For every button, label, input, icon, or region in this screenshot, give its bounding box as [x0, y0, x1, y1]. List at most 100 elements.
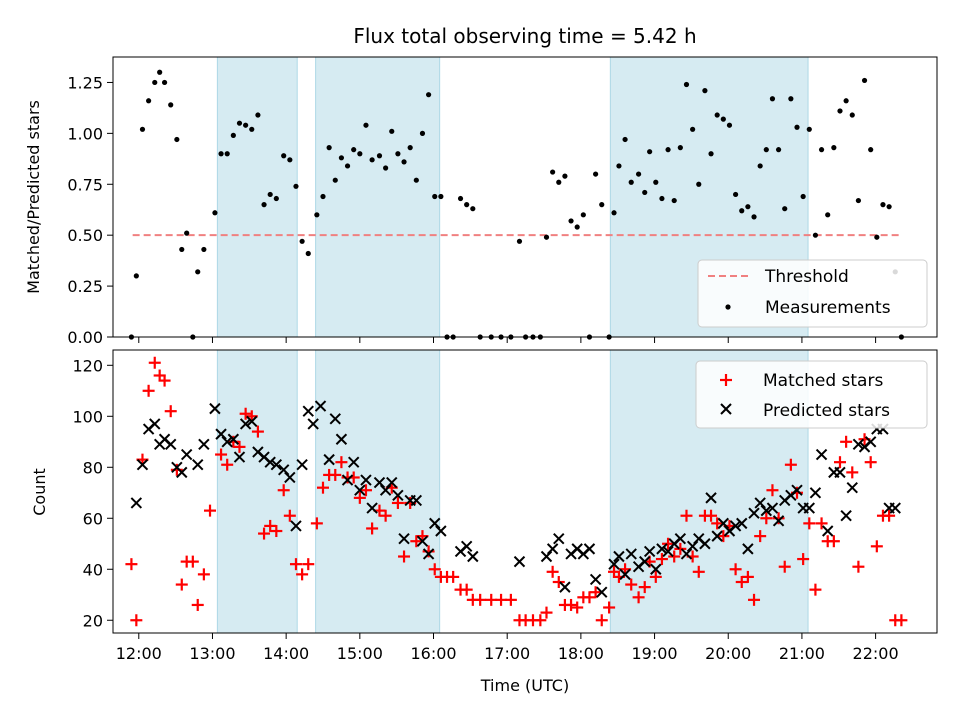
predicted-star-point — [215, 428, 227, 440]
matched-star-point — [649, 570, 662, 583]
matched-star-point — [221, 458, 234, 471]
matched-star-point — [289, 558, 302, 571]
measurement-point — [201, 246, 207, 253]
predicted-star-point — [296, 459, 308, 471]
predicted-star-point — [307, 418, 319, 430]
matched-star-point — [840, 435, 853, 448]
matched-star-point — [191, 598, 204, 611]
matched-star-point — [329, 468, 342, 481]
predicted-star-point — [711, 530, 723, 542]
predicted-star-point — [429, 517, 441, 530]
matched-legend-label: Matched stars — [763, 371, 883, 391]
predicted-star-point — [416, 535, 429, 547]
measurement-point — [622, 136, 628, 143]
predicted-star-point — [398, 532, 410, 545]
predicted-star-point — [772, 515, 785, 527]
matched-star-point — [565, 598, 578, 611]
predicted-star-point — [227, 433, 240, 445]
matched-star-point — [316, 481, 329, 494]
measurement-point — [665, 147, 671, 153]
threshold-legend-label: Threshold — [764, 267, 849, 287]
measurement-point — [407, 145, 413, 151]
x-tick-label: 13:00 — [189, 644, 235, 663]
matched-star-point — [125, 558, 138, 571]
matched-star-point — [546, 565, 559, 578]
predicted-star-point — [192, 459, 204, 471]
predicted-star-point — [596, 586, 608, 598]
matched-star-point — [729, 563, 742, 576]
predicted-star-point — [625, 548, 637, 560]
x-tick-label: 12:00 — [116, 644, 162, 663]
ratio-legend-box — [697, 259, 928, 328]
measurement-point — [267, 191, 273, 198]
matched-star-point — [815, 517, 828, 530]
measurement-point — [593, 171, 599, 177]
measurement-point — [708, 151, 714, 157]
x-tick-label: 17:00 — [484, 644, 530, 663]
measurement-point — [516, 238, 523, 244]
matched-star-point — [705, 509, 718, 522]
measurement-point — [775, 147, 782, 153]
matched-star-point — [864, 456, 877, 469]
ratio-y-axis: 0.00 0.25 0.50 0.75 1.00 1.25 — [67, 73, 113, 347]
predicted-star-point — [803, 502, 815, 514]
ratio-y-tick-label: 0.75 — [67, 175, 103, 194]
measurement-point — [886, 204, 892, 210]
measurement-point — [146, 98, 152, 104]
predicted-star-point — [435, 525, 447, 537]
measurement-point — [874, 234, 880, 240]
matched-star-point — [310, 517, 323, 530]
predicted-star-point — [589, 573, 602, 586]
matched-star-point — [353, 491, 366, 504]
predicted-star-point — [221, 436, 233, 448]
predicted-star-point — [354, 484, 366, 496]
matched-star-point — [164, 405, 177, 418]
predicted-star-point — [674, 532, 687, 545]
matched-star-point — [870, 540, 883, 553]
measurement-point — [812, 232, 819, 238]
ratio-y-tick-label: 0.00 — [67, 328, 103, 347]
predicted-star-point — [840, 510, 852, 522]
predicted-star-point — [608, 558, 620, 570]
count-y-axis-label: Count — [30, 468, 49, 516]
count-y-tick-label: 120 — [72, 356, 103, 375]
x-tick-label: 22:00 — [853, 644, 899, 663]
matched-star-point — [662, 537, 675, 550]
measurement-point — [338, 155, 345, 161]
matched-star-point — [827, 535, 840, 548]
matched-legend-icon — [720, 374, 732, 386]
predicted-star-point — [373, 476, 386, 489]
measurement-point — [376, 153, 383, 159]
x-tick-label: 14:00 — [263, 644, 309, 663]
ratio-y-tick-label: 1.00 — [67, 124, 103, 143]
count-shaded-interval-1 — [216, 349, 298, 634]
predicted-star-point — [130, 497, 143, 509]
predicted-star-point — [347, 456, 360, 468]
measurement-point — [739, 208, 745, 214]
measurement-point — [702, 88, 708, 94]
matched-star-point — [296, 568, 309, 581]
predicted-star-point — [335, 433, 348, 445]
measurement-point — [788, 96, 794, 102]
predicted-star-point — [662, 545, 674, 558]
matched-star-point — [130, 614, 143, 627]
measurement-point — [616, 163, 622, 169]
predicted-star-point — [583, 543, 596, 555]
matched-star-point — [625, 578, 638, 591]
measurement-point — [659, 195, 665, 202]
predicted-legend-label: Predicted stars — [763, 401, 890, 421]
measurement-point — [426, 92, 432, 98]
measurement-point — [438, 193, 444, 200]
measurement-point — [868, 147, 874, 153]
measurement-point — [139, 126, 146, 132]
matched-star-point — [809, 583, 822, 596]
measurement-point — [243, 122, 249, 128]
chart-title: Flux total observing time = 5.42 h — [353, 24, 696, 48]
measurement-point — [677, 145, 683, 151]
matched-star-point — [422, 545, 435, 558]
measurement-point — [782, 206, 788, 212]
measurement-point — [224, 151, 230, 157]
measurement-point — [543, 234, 550, 240]
matched-star-point — [632, 591, 645, 604]
